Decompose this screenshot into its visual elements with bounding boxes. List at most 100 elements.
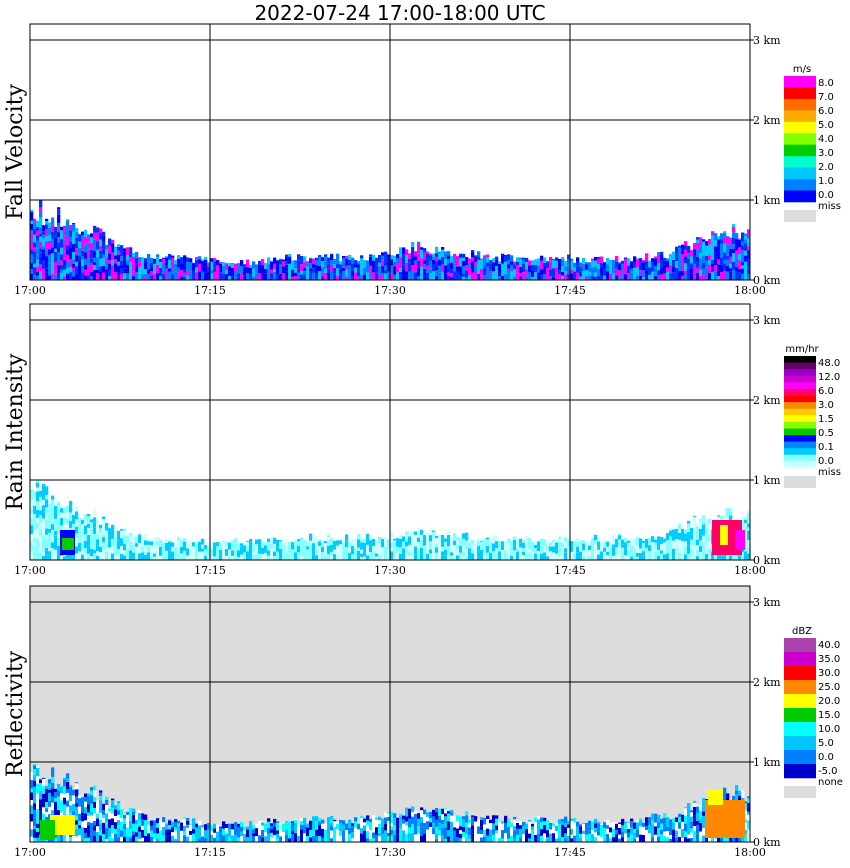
echo-cell bbox=[297, 539, 301, 542]
echo-cell bbox=[654, 826, 658, 835]
echo-cell bbox=[333, 819, 337, 822]
echo-cell bbox=[198, 551, 202, 560]
echo-cell bbox=[594, 276, 598, 280]
echo-cell bbox=[537, 546, 541, 552]
echo-cell bbox=[48, 783, 52, 790]
legend-swatch bbox=[784, 362, 816, 370]
echo-cell bbox=[651, 824, 655, 830]
echo-cell bbox=[51, 260, 55, 267]
echo-cell bbox=[84, 827, 88, 833]
echo-cell bbox=[525, 275, 529, 280]
echo-cell bbox=[429, 814, 433, 819]
echo-cell bbox=[108, 819, 112, 828]
echo-cell bbox=[705, 252, 709, 256]
echo-cell bbox=[723, 243, 727, 253]
echo-cell bbox=[699, 552, 703, 560]
echo-cell bbox=[366, 264, 370, 273]
echo-cell bbox=[42, 492, 46, 500]
echo-cell bbox=[129, 820, 133, 829]
echo-cell bbox=[696, 806, 700, 813]
echo-cell bbox=[87, 538, 91, 546]
echo-cell bbox=[534, 265, 538, 273]
echo-cell bbox=[72, 552, 76, 560]
echo-cell bbox=[492, 815, 496, 824]
echo-cell bbox=[432, 544, 436, 553]
echo-cell bbox=[216, 260, 220, 265]
echo-cell bbox=[273, 822, 277, 827]
echo-cell bbox=[327, 554, 331, 560]
echo-cell bbox=[705, 275, 709, 280]
echo-cell bbox=[288, 271, 292, 280]
echo-cell bbox=[375, 265, 379, 273]
echo-cell bbox=[627, 550, 631, 556]
echo-cell bbox=[93, 511, 97, 518]
echo-cell bbox=[432, 552, 436, 560]
echo-cell bbox=[75, 806, 79, 813]
echo-cell bbox=[726, 793, 730, 801]
echo-cell bbox=[639, 834, 643, 842]
echo-cell bbox=[75, 506, 79, 512]
echo-cell bbox=[693, 267, 697, 276]
echo-cell bbox=[498, 263, 502, 270]
echo-cell bbox=[687, 838, 691, 842]
echo-cell bbox=[729, 245, 733, 249]
echo-cell bbox=[93, 542, 97, 550]
legend-label: 1.0 bbox=[818, 176, 834, 187]
echo-cell bbox=[99, 790, 103, 793]
echo-cell bbox=[690, 263, 694, 270]
echo-cell bbox=[693, 255, 697, 264]
echo-cell bbox=[309, 837, 313, 842]
echo-cell bbox=[414, 810, 418, 814]
echo-cell bbox=[81, 259, 85, 266]
echo-cell bbox=[720, 516, 724, 520]
echo-cell bbox=[189, 262, 193, 271]
echo-cell bbox=[444, 555, 448, 560]
echo-cell bbox=[417, 542, 421, 549]
echo-cell bbox=[180, 546, 184, 554]
echo-cell bbox=[150, 275, 154, 280]
echo-cell bbox=[579, 540, 583, 545]
echo-cell bbox=[369, 830, 373, 836]
echo-cell bbox=[210, 834, 214, 842]
echo-cell bbox=[141, 546, 145, 553]
echo-cell bbox=[597, 549, 601, 555]
echo-cell bbox=[189, 258, 193, 263]
echo-cell bbox=[351, 826, 355, 833]
echo-cell bbox=[702, 824, 706, 829]
echo-cell bbox=[60, 239, 64, 248]
echo-cell bbox=[582, 540, 586, 544]
echo-cell bbox=[36, 538, 40, 547]
echo-cell bbox=[516, 822, 520, 829]
echo-cell bbox=[351, 838, 355, 842]
echo-cell bbox=[492, 543, 496, 552]
echo-cell bbox=[630, 268, 634, 273]
echo-cell bbox=[741, 837, 745, 842]
echo-cell bbox=[117, 825, 121, 829]
y-tick-label: 0 km bbox=[753, 554, 781, 567]
echo-cell bbox=[441, 556, 445, 560]
echo-cell bbox=[66, 507, 70, 512]
echo-cell bbox=[279, 541, 283, 549]
echo-cell bbox=[132, 544, 136, 553]
echo-cell bbox=[159, 267, 163, 273]
echo-cell bbox=[453, 818, 457, 828]
echo-cell bbox=[654, 822, 658, 827]
echo-cell bbox=[183, 276, 187, 280]
echo-cell bbox=[87, 804, 91, 813]
echo-cell bbox=[588, 826, 592, 831]
echo-cell bbox=[330, 538, 334, 545]
echo-cell bbox=[210, 270, 214, 274]
echo-cell bbox=[228, 556, 232, 560]
echo-cell bbox=[42, 551, 46, 556]
echo-cell bbox=[675, 547, 679, 552]
echo-cell bbox=[483, 539, 487, 548]
echo-cell bbox=[612, 259, 616, 264]
echo-cell bbox=[39, 211, 43, 218]
echo-cell bbox=[441, 535, 445, 539]
echo-cell bbox=[51, 776, 55, 783]
echo-cell bbox=[651, 553, 655, 560]
echo-cell bbox=[444, 538, 448, 542]
echo-cell bbox=[342, 543, 346, 552]
echo-cell bbox=[177, 820, 181, 824]
echo-cell bbox=[168, 825, 172, 830]
